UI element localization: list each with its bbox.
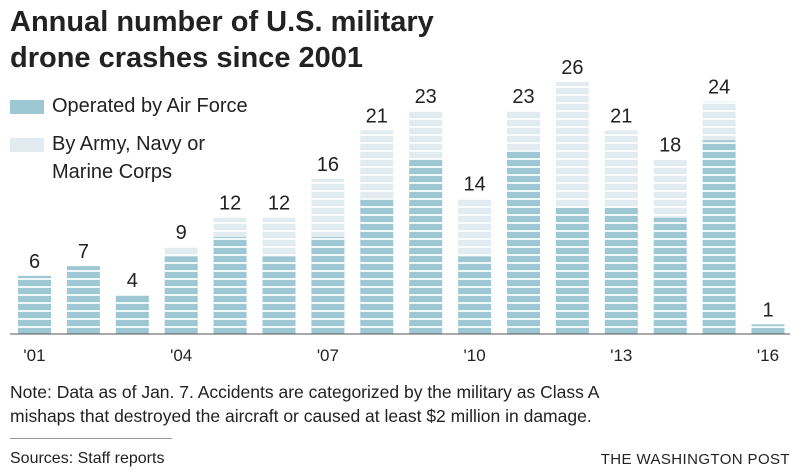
legend-label-other-line1: By Army, Navy or [52, 133, 205, 155]
value-label-2015: 24 [708, 76, 730, 98]
bar-stripes-2005-series-1 [213, 217, 247, 238]
value-labels-group: 6 7 4 9 12 12 16 21 23 14 23 26 21 18 24 1 [29, 57, 774, 321]
value-label-2009: 23 [415, 86, 437, 108]
legend-swatch-air-force [10, 100, 44, 114]
bar-stripes-2015-series-0 [702, 140, 736, 334]
value-label-2004: 9 [176, 222, 187, 244]
chart-title: Annual number of U.S. military drone cra… [10, 4, 530, 76]
bar-stripes-2016-series-0 [751, 324, 785, 334]
bar-stripes-2011-series-0 [507, 149, 540, 334]
value-label-2008: 21 [366, 105, 388, 127]
value-label-2001: 6 [29, 251, 40, 273]
value-label-2005: 12 [219, 193, 241, 215]
bar-stripes-2004-series-1 [164, 246, 198, 257]
value-label-2011: 23 [512, 86, 534, 108]
bar-stripes-2008-series-0 [360, 198, 394, 334]
x-tick-label-2007: '07 [317, 346, 339, 365]
legend-label-other-line2: Marine Corps [52, 161, 173, 183]
bars-group [18, 82, 785, 334]
value-label-2002: 7 [78, 241, 89, 263]
x-tick-label-2010: '10 [464, 346, 486, 365]
bar-stripes-2008-series-1 [360, 130, 394, 199]
value-label-2007: 16 [317, 154, 339, 176]
legend-item-other: By Army, Navy or Marine Corps [10, 130, 205, 186]
bar-stripes-2010-series-0 [458, 256, 492, 334]
x-tick-label-2013: '13 [610, 346, 632, 365]
title-line-1: Annual number of U.S. military [10, 6, 434, 38]
bar-stripes-2011-series-1 [507, 111, 540, 150]
value-label-2010: 14 [463, 173, 485, 195]
value-label-2016: 1 [762, 299, 773, 321]
bar-stripes-2004-series-0 [164, 256, 198, 334]
x-ticks-group: '01 '04 '07 '10 '13 '16 [23, 346, 779, 365]
bar-stripes-2005-series-0 [213, 237, 247, 334]
bar-stripes-2014-series-0 [653, 217, 687, 334]
x-tick-label-2016: '16 [757, 346, 779, 365]
legend-label-other: By Army, Navy or Marine Corps [52, 130, 205, 186]
bar-stripes-2001-series-0 [18, 275, 51, 334]
bar-stripes-2013-series-0 [604, 208, 638, 334]
bar-chart: '01 '04 '07 '10 '13 '16 6 7 4 9 12 12 16 21 23 14 23 26 2… [10, 57, 790, 365]
bar-stripes-2014-series-1 [653, 159, 687, 218]
note-line-2: mishaps that destroyed the aircraft or c… [10, 406, 592, 426]
bar-stripes-2009-series-0 [409, 159, 443, 334]
note-line-1: Note: Data as of Jan. 7. Accidents are c… [10, 382, 600, 402]
footer-divider [10, 438, 172, 439]
bar-stripes-2010-series-1 [458, 198, 492, 257]
legend-swatch-other [10, 138, 44, 152]
value-label-2013: 21 [610, 105, 632, 127]
bar-stripes-2003-series-0 [115, 295, 149, 334]
bar-stripes-2006-series-0 [262, 256, 296, 334]
chart-note: Note: Data as of Jan. 7. Accidents are c… [10, 380, 790, 428]
bar-stripes-2006-series-1 [262, 217, 296, 257]
legend-item-air-force: Operated by Air Force [10, 92, 248, 120]
publisher-brand: THE WASHINGTON POST [600, 451, 790, 468]
bar-stripes-2007-series-1 [311, 178, 345, 238]
value-label-2012: 26 [561, 57, 583, 79]
bar-stripes-2009-series-1 [409, 111, 443, 160]
sources-text: Sources: Staff reports [10, 450, 165, 467]
value-label-2014: 18 [659, 135, 681, 157]
x-tick-label-2001: '01 [23, 346, 45, 365]
legend-label-air-force: Operated by Air Force [52, 95, 248, 117]
bar-stripes-2007-series-0 [311, 237, 345, 334]
bar-stripes-2013-series-1 [604, 130, 638, 208]
bar-stripes-2012-series-1 [555, 82, 589, 208]
bar-stripes-2002-series-0 [66, 266, 100, 334]
bar-stripes-2012-series-0 [555, 208, 589, 334]
bar-stripes-2015-series-1 [702, 101, 736, 141]
value-label-2003: 4 [127, 270, 138, 292]
value-label-2006: 12 [268, 193, 290, 215]
title-line-2: drone crashes since 2001 [10, 42, 364, 74]
x-tick-label-2004: '04 [170, 346, 192, 365]
